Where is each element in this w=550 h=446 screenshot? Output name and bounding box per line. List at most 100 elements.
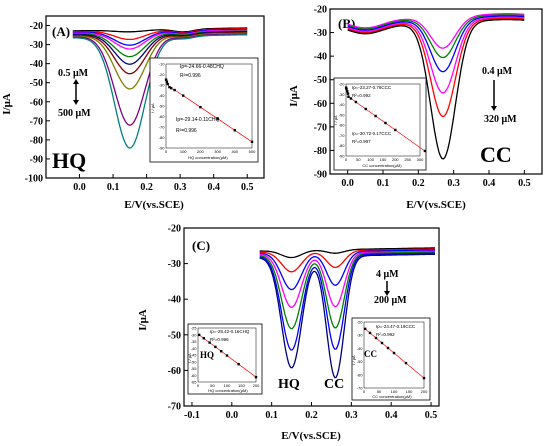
panel-a-series-line [72,27,248,33]
panel-c-inset-hq-data-point [197,333,201,337]
panel-c-inset-cc-ytick-label: -60 [357,372,364,377]
panel-b-inset-frame [333,77,427,171]
panel-c-inset-cc-frame [351,317,431,401]
panel-a-inset-data-point [233,129,236,132]
panel-b-inset-data-point [354,100,358,104]
panel-a-ytick-label: -90 [30,154,43,165]
panel-a-ytick-label: -20 [30,21,43,32]
panel-a-ytick-label: -50 [30,78,43,89]
panel-a-inset: 0 100 200 300 400 500 -10 -20 -30 -40 -50 -60 -70 -80… [149,57,259,163]
panel-b-inset-ytick-label: -90 [339,154,346,159]
panel-b-inset-data-point [423,149,427,153]
panel-b-series-line [347,13,525,49]
panel-c-series-line [259,247,435,259]
panel-b-inset-xtick-label: 0 [345,157,348,162]
panel-a-inset-data-point [250,140,254,144]
panel-a-inset-data-point [166,82,169,86]
panel-c-inset-cc-xtick-label: 150 [406,389,413,394]
panel-c-inset-cc-ytick-label: -70 [357,386,364,391]
panel-a-inset-ylabel: I / μA [150,103,155,113]
panel-b-xtick-label: 0.3 [447,178,460,189]
panel-a-arrow-head-down [73,100,79,105]
panel-b-inset-eq2: Ip=-30.72-0.17CCC [352,131,392,136]
panel-c-inset-hq-label: HQ [200,350,214,360]
panel-c-ytick-label: -20 [168,224,181,235]
panel-a-series-line [72,29,248,50]
panel-b-ytick-label: -40 [314,52,327,63]
panel-c-xtick-label: -0.1 [184,410,200,421]
panel-b-range-high: 320 μM [484,114,517,125]
panel-b-inset-data-point [394,128,397,132]
panel-b-series-line [347,15,525,73]
panel-a-ytick-label: -30 [30,40,43,51]
panel-b-ytick-label: -30 [314,28,327,39]
panel-a-inset-ytick-label: -70 [159,125,166,130]
panel-a-inset-ytick-label: -90 [159,146,166,151]
panel-c-inset-hq-data-point [237,362,240,366]
panel-b-ylabel: I/μA [288,85,300,107]
panel-a-inset-ytick-label: -80 [159,135,166,140]
panel-a-inset-ytick-label: -40 [159,93,166,98]
panel-c-inset-cc-data-point [364,327,367,331]
panel-a-series-line [72,31,248,65]
panel-b-inset-data-point [347,95,350,98]
panel-a-range-high: 500 μM [58,108,91,119]
panel-b-ytick-label: -50 [314,75,327,86]
panel-c-ytick-label: -60 [168,366,181,377]
panel-c-inset-cc-data-point [392,351,396,355]
panel-b-ytick-label: -20 [314,5,327,16]
panel-c-curves [259,247,436,379]
panel-a-series-line [72,33,248,126]
panel-c-xlabel: E/V(vs.SCE) [281,430,341,442]
panel-a-inset-data-point [182,94,185,97]
panel-a-xtick-label: 0.0 [73,182,86,193]
panel-a-ytick-label: -70 [30,116,43,127]
panel-a-analyte: HQ [52,148,86,173]
panel-c-inset-hq-xtick-label: 0 [197,383,200,388]
panel-a-label: (A) [52,24,70,39]
panel-c-ylabel: I/μA [137,309,149,331]
panel-b-inset-data-point [346,92,350,95]
panel-a-inset-data-point [216,117,219,120]
panel-c-arrow-head [384,291,390,296]
panel-c-inset-hq-xtick-label: 100 [224,383,231,388]
panel-b-xtick-label: 0.4 [483,178,496,189]
panel-b-inset-ytick-label: -40 [339,102,346,107]
panel-c-inset-cc-label: CC [364,349,377,359]
panel-c-inset-hq-eq: Ip=-29.42-0.16CHQ [210,329,250,334]
panel-a-inset-ytick-label: -10 [159,62,166,67]
panel-a-inset-xtick-label: 0 [165,149,168,154]
panel-c-inset-hq-r: R²=0.996 [210,337,229,342]
panel-c-range-low: 4 μM [376,269,399,280]
panel-a-inset-ytick-label: -30 [159,83,166,88]
panel-c-inset-hq-ytick-label: -45 [191,353,198,358]
panel-c-xtick-label: 0.3 [345,410,358,421]
panel-c-inset-hq-ytick-label: -35 [191,339,198,344]
panel-a-series-line [72,32,248,90]
panel-c-ytick-label: -40 [168,295,181,306]
panel-c-inset-cc-axes-box [363,321,425,389]
panel-c-ytick-label: -50 [168,330,181,341]
panel-a-xtick-label: 0.4 [207,182,220,193]
panel-b-inset-xtick-label: 50 [356,157,361,162]
panel-c-inset-hq-data-point [220,350,223,353]
panel-b-ytick-label: -70 [314,122,327,133]
panel-b-inset-xtick-label: 200 [392,157,399,162]
panel-c-cc-label: CC [324,377,344,392]
panel-a-inset-r1: R²=0.996 [180,73,201,79]
panel-a-xtick-label: 0.1 [107,182,120,193]
panel-c-inset-hq-data-point [214,345,217,349]
panel-c-inset-cc-eq: Ip=-24.47-0.19CCC [376,324,416,329]
panel-c-inset-hq-ytick-label: -30 [191,332,198,337]
panel-a-xtick-label: 0.3 [174,182,187,193]
panel-c-inset-hq-data-point [208,341,211,344]
panel-c-inset-cc-ytick-label: -40 [357,346,364,351]
panel-a-ylabel: I/μA [1,93,13,115]
panel-c-series-line [259,249,435,291]
panel-c-ticks: -0.1 0.0 0.1 0.2 0.3 0.4 0.5 -20 -30 -40 -50 -60 -70 [168,224,438,422]
panel-b-inset-ytick-label: -70 [339,133,346,138]
panel-a-inset-eq1: Ip=-24.66-0.48CHQ [180,64,224,70]
panel-b-ticks: 0.0 0.1 0.2 0.3 0.4 0.5 -20 -30 -40 -50 -60 -70 -80 -… [314,5,531,190]
panel-b-inset-data-point [364,107,367,111]
panel-c-range-high: 200 μM [374,295,407,306]
